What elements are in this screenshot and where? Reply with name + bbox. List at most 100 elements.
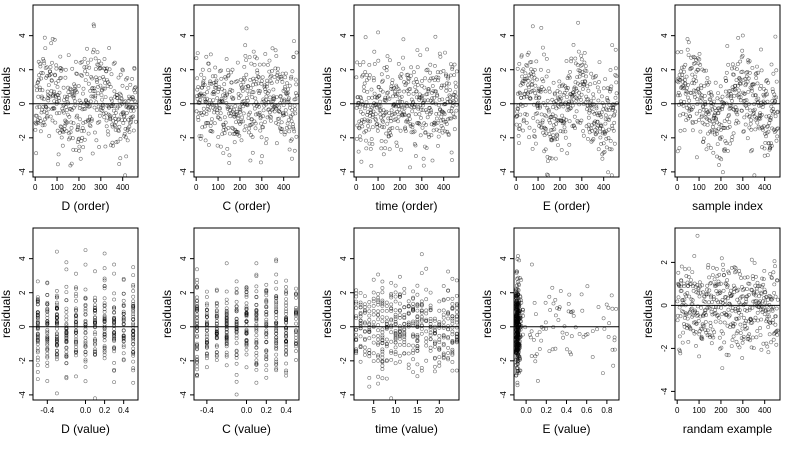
data-point: [516, 133, 521, 138]
data-point: [204, 289, 209, 294]
data-point: [83, 349, 88, 354]
data-point: [541, 45, 545, 50]
data-point: [548, 155, 552, 160]
data-point: [260, 114, 265, 119]
data-point: [110, 98, 114, 103]
data-point: [392, 102, 397, 107]
data-point: [244, 327, 249, 332]
data-point: [81, 91, 85, 96]
x-tick-label: 400: [437, 183, 451, 192]
data-point: [441, 312, 446, 317]
data-point: [131, 294, 136, 299]
data-point: [400, 105, 405, 110]
x-tick-label: 400: [597, 183, 611, 192]
data-point: [255, 71, 260, 75]
data-point: [270, 69, 275, 73]
data-point: [747, 71, 752, 75]
data-point: [354, 314, 359, 319]
data-point: [215, 108, 219, 113]
data-point: [204, 112, 209, 116]
data-point: [264, 320, 269, 325]
points: [675, 233, 780, 371]
data-point: [69, 126, 74, 130]
data-point: [66, 85, 70, 90]
data-point: [454, 325, 459, 330]
data-point: [406, 351, 411, 356]
data-point: [100, 97, 105, 102]
data-point: [254, 345, 259, 350]
data-point: [688, 309, 693, 314]
data-point: [694, 111, 699, 116]
x-tick-label: 0.0: [521, 406, 533, 415]
data-point: [415, 334, 420, 339]
data-point: [775, 134, 780, 139]
x-tick-label: 0.2: [99, 406, 111, 415]
data-point: [72, 82, 77, 87]
data-point: [428, 306, 433, 311]
data-point: [696, 291, 701, 295]
data-point: [200, 125, 205, 130]
data-point: [523, 71, 528, 76]
data-point: [195, 115, 200, 120]
data-point: [131, 299, 136, 304]
data-point: [679, 278, 684, 283]
points: [514, 20, 619, 178]
data-point: [553, 297, 558, 302]
data-point: [579, 97, 583, 102]
data-point: [371, 340, 376, 345]
data-point: [437, 340, 442, 345]
data-point: [70, 136, 75, 141]
data-point: [389, 295, 394, 300]
data-point: [85, 46, 89, 51]
data-point: [279, 98, 284, 103]
data-point: [94, 78, 99, 82]
data-point: [239, 119, 244, 124]
data-point: [210, 129, 215, 134]
data-point: [68, 135, 72, 140]
data-point: [284, 300, 289, 305]
data-point: [74, 294, 78, 299]
data-point: [284, 361, 289, 366]
data-point: [528, 332, 532, 337]
data-point: [121, 121, 126, 125]
points: [35, 248, 136, 401]
data-point: [208, 98, 212, 103]
data-point: [264, 136, 269, 141]
data-point: [539, 112, 544, 117]
data-point: [121, 334, 126, 339]
data-point: [688, 114, 693, 119]
data-point: [397, 342, 402, 347]
data-point: [38, 119, 43, 124]
data-point: [437, 333, 442, 338]
data-point: [772, 331, 776, 336]
data-point: [131, 273, 136, 278]
data-point: [195, 305, 199, 310]
data-point: [747, 114, 752, 119]
data-point: [83, 296, 88, 301]
data-point: [761, 277, 766, 282]
data-point: [93, 93, 98, 98]
data-point: [95, 108, 99, 113]
data-point: [376, 313, 381, 318]
data-point: [34, 84, 39, 89]
data-point: [93, 130, 97, 135]
data-point: [555, 137, 560, 141]
data-point: [682, 85, 687, 90]
data-point: [381, 119, 386, 124]
data-point: [380, 290, 385, 295]
data-point: [45, 339, 50, 344]
data-point: [752, 173, 757, 178]
data-point: [98, 113, 102, 118]
data-point: [214, 309, 219, 314]
data-point: [731, 72, 736, 77]
data-point: [733, 266, 738, 270]
data-point: [354, 332, 359, 337]
data-point: [393, 331, 398, 335]
data-point: [274, 300, 279, 305]
data-point: [514, 312, 519, 317]
data-point: [425, 98, 430, 103]
data-point: [450, 329, 455, 334]
data-point: [287, 147, 292, 152]
data-point: [442, 112, 447, 117]
data-point: [73, 99, 77, 104]
